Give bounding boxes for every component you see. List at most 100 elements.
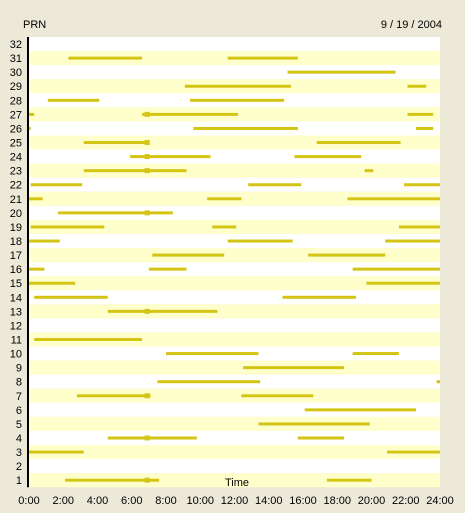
row-stripe-prn-1 [29, 473, 440, 488]
row-stripe-prn-7 [29, 388, 440, 403]
visibility-bar-prn-28-0 [47, 98, 100, 102]
visibility-bar-prn-3-0 [29, 450, 84, 454]
prn-tick-label: 9 [16, 363, 22, 375]
visibility-bar-prn-21-2 [347, 197, 440, 201]
visibility-bar-prn-16-0 [29, 267, 45, 271]
prn-tick-label: 1 [16, 475, 22, 487]
date-label: 9 / 19 / 2004 [381, 19, 442, 31]
time-marker-prn-24 [144, 154, 150, 160]
visibility-bar-prn-15-0 [29, 281, 76, 285]
prn-tick-label: 31 [10, 53, 22, 65]
prn-tick-label: 10 [10, 349, 22, 361]
row-stripe-prn-22 [29, 177, 440, 192]
prn-tick-label: 21 [10, 194, 22, 206]
visibility-bar-prn-29-1 [407, 84, 427, 88]
prn-tick-label: 28 [10, 95, 22, 107]
prn-tick-label: 6 [16, 405, 22, 417]
visibility-bar-prn-22-0 [30, 183, 83, 187]
visibility-bar-prn-30-0 [287, 70, 396, 74]
prn-tick-label: 19 [10, 222, 22, 234]
row-stripe-prn-32 [29, 37, 440, 52]
visibility-bar-prn-5-0 [258, 422, 370, 426]
row-stripe-prn-13 [29, 304, 440, 319]
visibility-bar-prn-23-1 [364, 169, 374, 173]
visibility-bar-prn-16-1 [148, 267, 187, 271]
visibility-bar-prn-4-1 [297, 436, 345, 440]
visibility-bar-prn-9-0 [243, 366, 345, 370]
prn-tick-label: 15 [10, 278, 22, 290]
row-stripe-prn-2 [29, 459, 440, 474]
prn-tick-label: 17 [10, 250, 22, 262]
prn-tick-label: 32 [10, 39, 22, 51]
time-tick-label: 6:00 [121, 495, 142, 507]
visibility-bar-prn-15-1 [366, 281, 440, 285]
visibility-bar-prn-19-2 [398, 225, 440, 229]
time-tick-label: 12:00 [221, 495, 249, 507]
x-axis-title: Time [225, 477, 249, 489]
row-stripe-prn-9 [29, 360, 440, 375]
visibility-bar-prn-4-0 [107, 436, 197, 440]
visibility-bar-prn-18-0 [29, 239, 60, 243]
row-stripe-prn-20 [29, 205, 440, 220]
prn-tick-label: 18 [10, 236, 22, 248]
row-stripe-prn-5 [29, 416, 440, 431]
time-tick-label: 2:00 [53, 495, 74, 507]
visibility-bar-prn-31-1 [227, 56, 298, 60]
row-stripe-prn-11 [29, 332, 440, 347]
visibility-bar-prn-14-1 [282, 295, 357, 299]
visibility-bar-prn-17-1 [308, 253, 386, 257]
visibility-bar-prn-13-0 [107, 309, 218, 313]
visibility-bar-prn-16-2 [352, 267, 440, 271]
prn-tick-label: 14 [10, 292, 22, 304]
row-stripe-prn-14 [29, 290, 440, 305]
time-marker-prn-13 [144, 308, 150, 314]
current-time-markers [144, 111, 150, 483]
prn-tick-label: 8 [16, 377, 22, 389]
visibility-bar-prn-8-1 [436, 380, 440, 384]
row-stripe-prn-30 [29, 65, 440, 80]
visibility-bar-prn-22-1 [248, 183, 302, 187]
row-stripe-prn-3 [29, 445, 440, 460]
prn-tick-label: 26 [10, 123, 22, 135]
row-stripe-prn-25 [29, 135, 440, 150]
visibility-bar-prn-20-0 [58, 211, 173, 215]
visibility-bar-prn-27-0 [29, 112, 35, 116]
visibility-bar-prn-25-0 [83, 141, 148, 145]
row-stripe-prn-4 [29, 430, 440, 446]
visibility-bar-prn-18-2 [385, 239, 440, 243]
time-tick-label: 8:00 [155, 495, 176, 507]
prn-tick-label: 16 [10, 264, 22, 276]
time-marker-prn-25 [144, 140, 150, 146]
row-stripes [29, 37, 440, 488]
time-tick-label: 4:00 [87, 495, 108, 507]
prn-tick-label: 25 [10, 138, 22, 150]
time-tick-label: 18:00 [323, 495, 351, 507]
visibility-bar-prn-6-0 [304, 408, 417, 412]
row-stripe-prn-16 [29, 262, 440, 277]
prn-tick-label: 12 [10, 320, 22, 332]
visibility-bar-prn-31-0 [68, 56, 143, 60]
prn-tick-label: 11 [11, 335, 22, 347]
prn-tick-label: 3 [16, 447, 22, 459]
prn-tick-label: 7 [16, 391, 22, 403]
prn-tick-label: 22 [10, 180, 22, 192]
time-marker-prn-20 [144, 210, 150, 216]
time-marker-prn-27 [144, 111, 150, 117]
prn-tick-label: 23 [10, 166, 22, 178]
time-tick-label: 16:00 [289, 495, 317, 507]
time-tick-labels: 0:00 2:00 4:00 6:00 8:00 10:00 12:00 14:00 16:00… [18, 495, 453, 507]
visibility-bar-prn-26-1 [193, 126, 298, 130]
visibility-bar-prn-28-1 [189, 98, 285, 102]
time-marker-prn-7 [144, 393, 150, 399]
time-tick-label: 20:00 [358, 495, 386, 507]
prn-tick-label: 30 [10, 67, 22, 79]
prn-tick-label: 27 [10, 109, 22, 121]
prn-tick-label: 4 [16, 433, 22, 445]
visibility-bar-prn-29-0 [184, 84, 292, 88]
visibility-bar-prn-7-0 [76, 394, 151, 398]
row-stripe-prn-17 [29, 248, 440, 263]
time-tick-label: 24:00 [426, 495, 454, 507]
visibility-bar-prn-21-0 [29, 197, 43, 201]
time-marker-prn-23 [144, 168, 150, 174]
visibility-bar-prn-1-1 [326, 478, 372, 482]
